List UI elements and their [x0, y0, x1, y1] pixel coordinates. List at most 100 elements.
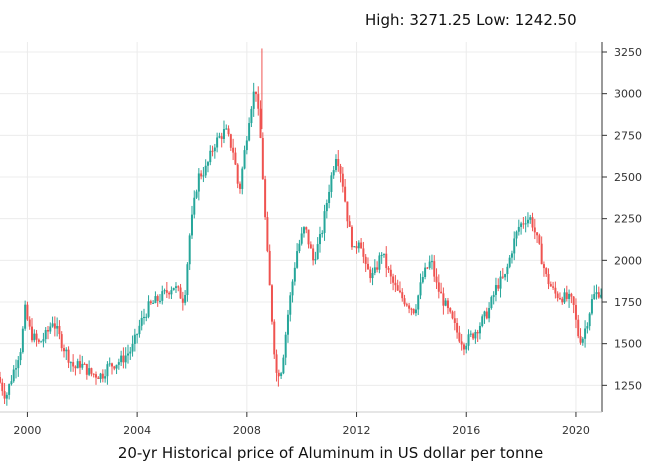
candle-body [552, 286, 555, 288]
candle-body [200, 173, 203, 177]
candle-body [101, 373, 104, 379]
candle-body [357, 242, 360, 249]
candle-body [12, 369, 15, 382]
candle-body [120, 355, 123, 363]
candle-body [193, 197, 196, 215]
candle-body [590, 299, 593, 314]
candle-body [17, 360, 20, 369]
x-tick-label: 2020 [562, 424, 590, 437]
candle-body [524, 223, 527, 225]
candle-body [90, 368, 93, 374]
candle-body [446, 300, 449, 309]
candle-body [289, 295, 292, 315]
candle-body [364, 256, 367, 264]
candle-body [165, 290, 168, 293]
candle-body [312, 248, 315, 261]
candle-body [572, 296, 575, 305]
candle-body [37, 339, 40, 342]
candle-body [597, 292, 600, 298]
candle-body [19, 352, 22, 361]
candle-body [53, 323, 56, 329]
candle-body [33, 333, 36, 341]
x-tick-label: 2012 [343, 424, 371, 437]
candle-body [60, 334, 63, 349]
candle-body [49, 326, 52, 332]
candle-body [382, 253, 385, 255]
candle-body [426, 267, 429, 269]
candle-body [83, 363, 86, 365]
y-tick-label: 1250 [614, 379, 642, 392]
candle-body [430, 261, 433, 263]
candle-body [254, 91, 257, 95]
candle-body [305, 227, 308, 230]
candle-body [600, 294, 603, 298]
candle-body [513, 238, 516, 254]
candle-body [40, 341, 43, 343]
y-tick-label: 2000 [614, 254, 642, 267]
candle-body [108, 363, 111, 365]
candle-body [337, 159, 340, 167]
candle-body [376, 267, 379, 270]
axes: 1250 1500 1750 2000 2250 2500 2750 3000 3250 2000… [0, 42, 642, 437]
candle-body [296, 251, 299, 268]
candle-body [328, 191, 331, 204]
candle-body [478, 325, 481, 334]
candle-body [284, 334, 287, 358]
candle-body [213, 147, 216, 152]
candle-body [85, 363, 88, 375]
candle-body [385, 253, 388, 269]
candle-body [241, 168, 244, 189]
candle-body [490, 297, 493, 309]
candle-body [142, 316, 145, 318]
x-tick-label: 2016 [452, 424, 480, 437]
candle-body [586, 326, 589, 329]
candle-body [536, 232, 539, 236]
candle-body [74, 366, 77, 369]
candle-body [243, 150, 246, 169]
aluminum-price-chart[interactable]: 1250 1500 1750 2000 2250 2500 2750 3000 3250 2000… [0, 0, 661, 440]
candle-body [147, 301, 150, 317]
candle-body [5, 394, 8, 399]
candle-body [300, 233, 303, 244]
candle-body [565, 292, 568, 299]
candle-body [538, 235, 541, 244]
candle-body [209, 150, 212, 163]
candle-body [117, 362, 120, 365]
low-label: Low: [476, 11, 510, 29]
candle-body [136, 334, 139, 336]
candle-body [330, 175, 333, 192]
candle-body [499, 276, 502, 289]
candle-body [264, 179, 267, 218]
candle-body [195, 191, 198, 198]
candle-body [78, 361, 81, 368]
candle-body [302, 227, 305, 234]
candle-body [163, 290, 166, 292]
candle-body [177, 286, 180, 288]
candle-body [248, 123, 251, 141]
x-tick-label: 2000 [13, 424, 41, 437]
candle-body [325, 203, 328, 212]
candle-body [104, 376, 107, 379]
candle-body [179, 287, 182, 299]
candle-body [280, 373, 283, 376]
candle-body [131, 343, 134, 352]
candle-body [529, 217, 532, 220]
candle-body [581, 338, 584, 343]
high-low-readout: High: 3271.25 Low: 1242.50 [365, 11, 577, 29]
candle-body [574, 304, 577, 320]
candle-body [442, 293, 445, 306]
y-tick-label: 2500 [614, 171, 642, 184]
candle-body [348, 221, 351, 227]
candle-body [152, 302, 155, 304]
candle-body [362, 248, 365, 257]
candle-body [181, 298, 184, 303]
candle-body [353, 246, 356, 248]
candle-body [252, 91, 255, 109]
candle-body [577, 319, 580, 337]
candle-body [67, 349, 70, 363]
x-tick-label: 2008 [233, 424, 261, 437]
candle-body [497, 285, 500, 289]
candle-body [188, 235, 191, 265]
candle-body [204, 165, 207, 176]
candle-body [561, 298, 564, 303]
